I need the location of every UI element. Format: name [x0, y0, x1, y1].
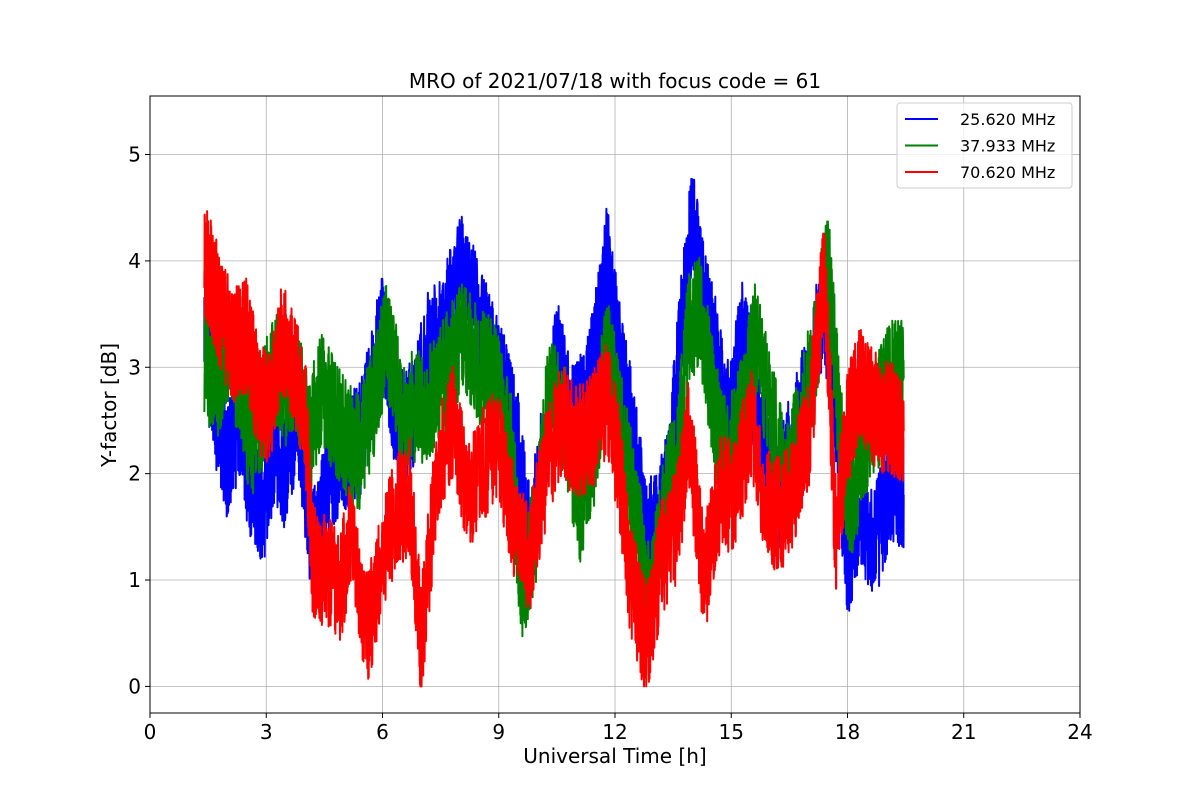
chart-title: MRO of 2021/07/18 with focus code = 61 [409, 69, 821, 93]
legend: 25.620 MHz 37.933 MHz 70.620 MHz [896, 102, 1073, 189]
legend-label: 37.933 MHz [960, 137, 1055, 156]
y-tick-label: 3 [128, 355, 141, 379]
y-tick-label: 2 [128, 462, 141, 486]
legend-label: 70.620 MHz [960, 163, 1055, 182]
y-tick-label: 1 [128, 568, 141, 592]
y-tick-label: 4 [128, 249, 141, 273]
series-line-3 [203, 210, 905, 688]
y-tick-label: 5 [128, 143, 141, 167]
x-tick-label: 6 [376, 720, 389, 744]
x-tick-label: 15 [719, 720, 744, 744]
legend-box [896, 102, 1073, 189]
x-tick-label: 12 [602, 720, 627, 744]
x-axis: 0 3 6 9 12 15 18 21 24 [144, 713, 1093, 744]
legend-label: 25.620 MHz [960, 110, 1055, 129]
x-axis-label: Universal Time [h] [523, 744, 706, 768]
x-tick-label: 18 [835, 720, 860, 744]
x-tick-label: 9 [492, 720, 505, 744]
x-tick-label: 21 [951, 720, 976, 744]
x-tick-label: 3 [260, 720, 273, 744]
y-tick-label: 0 [128, 674, 141, 698]
y-axis-label: Y-factor [dB] [97, 343, 121, 468]
series-layer [203, 177, 905, 688]
x-tick-label: 24 [1067, 720, 1092, 744]
y-axis: 0 1 2 3 4 5 [128, 143, 150, 698]
x-tick-label: 0 [144, 720, 157, 744]
